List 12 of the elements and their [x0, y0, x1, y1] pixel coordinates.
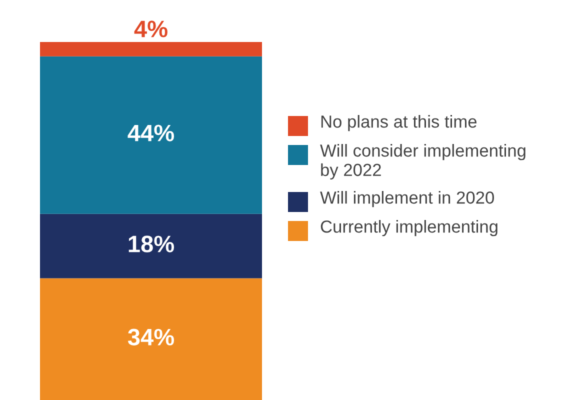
legend-label: Will implement in 2020 [320, 191, 494, 208]
data-label: 4% [134, 20, 168, 38]
legend-label: Currently implementing [320, 220, 498, 236]
data-label: 18% [128, 236, 174, 252]
data-label: 34% [128, 328, 174, 346]
bar [40, 56, 262, 214]
data-label: 44% [128, 124, 174, 142]
legend-label: Will consider implementing by 2022 [320, 144, 526, 180]
bar [40, 214, 262, 278]
bar [40, 278, 262, 400]
legend-label: No plans at this time [321, 115, 477, 132]
bar [40, 42, 262, 56]
